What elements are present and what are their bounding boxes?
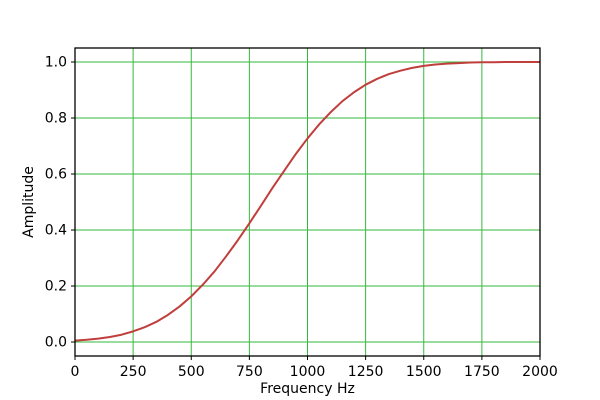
y-tick-label: 0.4 xyxy=(45,223,67,239)
curve-layer xyxy=(74,61,540,342)
y-tick-label: 0.6 xyxy=(45,167,67,183)
x-tick-label: 2000 xyxy=(522,364,558,380)
x-tick-label: 1000 xyxy=(290,364,326,380)
x-tick-label: 500 xyxy=(178,364,205,380)
y-tick-label: 0.0 xyxy=(45,335,67,351)
curve-amplitude_response xyxy=(74,61,540,342)
x-tick-label: 1500 xyxy=(406,364,442,380)
x-tick-label: 1250 xyxy=(348,364,384,380)
y-axis-label: Amplitude xyxy=(21,166,37,238)
y-tick-label: 0.2 xyxy=(45,279,67,295)
tick-label-layer: 0 250 500 750 1000 1250 1500 1750 2000 0.0 0.2 0.4 0… xyxy=(45,55,558,381)
x-axis-label: Frequency Hz xyxy=(260,381,355,397)
x-tick-label: 750 xyxy=(236,364,263,380)
x-tick-label: 1750 xyxy=(464,364,500,380)
x-tick-label: 250 xyxy=(120,364,147,380)
y-tick-label: 0.8 xyxy=(45,111,67,127)
grid-layer xyxy=(74,48,541,356)
y-tick-label: 1.0 xyxy=(45,55,67,71)
x-tick-label: 0 xyxy=(71,364,80,380)
tick-layer xyxy=(71,61,541,360)
